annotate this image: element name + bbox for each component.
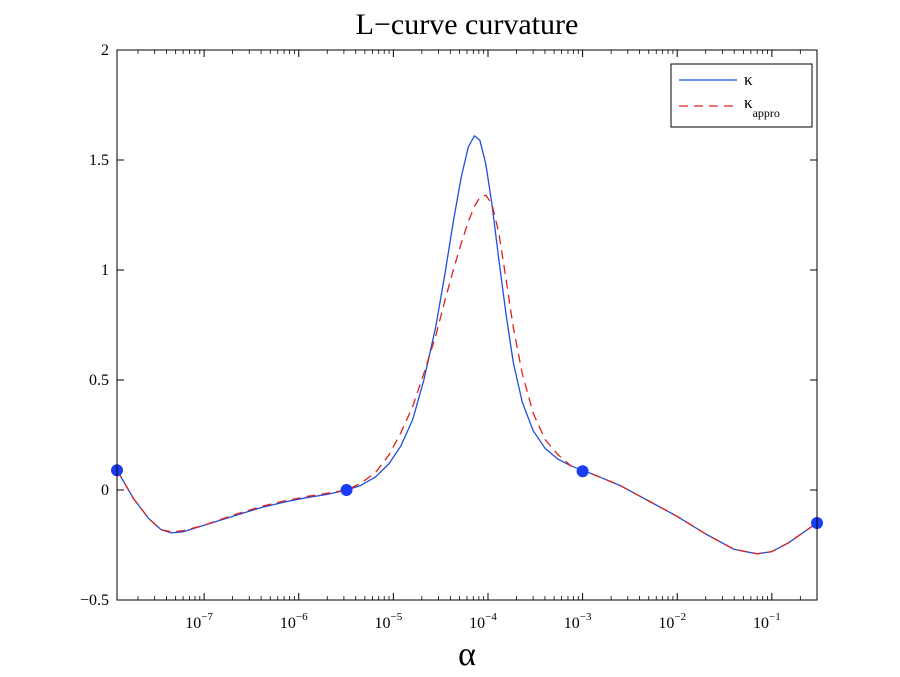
marker-point-2 [340, 484, 353, 496]
legend-label-kappa-appro-sub: appro [753, 106, 780, 120]
legend-label-kappa-appro-base: κ [744, 93, 753, 112]
y-tick-label: 1 [101, 262, 109, 279]
y-tick-label: 0 [101, 482, 109, 499]
x-tick-label: 10−6 [280, 611, 308, 632]
legend-label-kappa: κ [744, 70, 753, 89]
x-tick-label: 10−2 [658, 611, 686, 632]
x-tick-label: 10−7 [185, 611, 213, 632]
axis-ticks: −0.5 0 0.5 1 1.5 2 10−7 10−6 10−5 10−4 10−3 10−2 10−… [80, 42, 817, 632]
x-axis-label: α [458, 636, 476, 673]
x-tick-label: 10−3 [564, 611, 592, 632]
y-tick-label: 1.5 [89, 152, 109, 169]
x-tick-label: 10−5 [375, 611, 403, 632]
legend: κ κappro [670, 63, 813, 128]
legend-box [670, 63, 813, 128]
y-tick-label: −0.5 [80, 592, 109, 609]
series-line-kappa-appro [116, 194, 818, 555]
marker-point-3 [576, 465, 589, 478]
y-tick-label: 2 [101, 42, 109, 59]
x-tick-label: 10−1 [753, 611, 781, 632]
chart-title: L−curve curvature [356, 8, 579, 41]
legend-label-kappa-appro: κappro [744, 93, 780, 120]
x-tick-label: 10−4 [469, 611, 497, 632]
y-tick-label: 0.5 [89, 372, 109, 389]
